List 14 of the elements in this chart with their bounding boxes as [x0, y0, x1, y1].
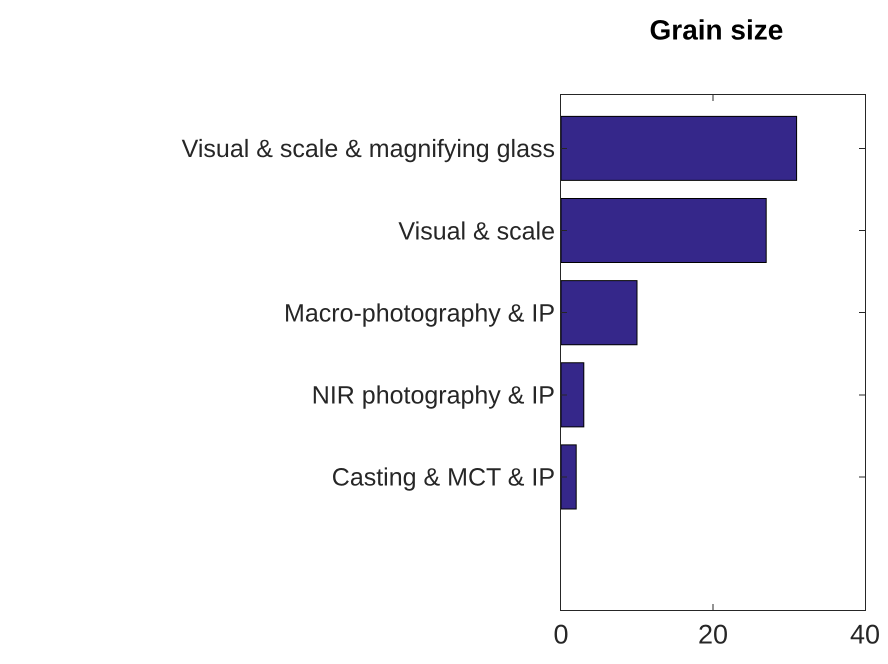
- y-tick-label: Visual & scale & magnifying glass: [182, 135, 555, 164]
- bar: [561, 116, 798, 181]
- y-tick-label: NIR photography & IP: [312, 382, 555, 410]
- chart-title: Grain size: [650, 14, 784, 46]
- y-tick-label: Casting & MCT & IP: [332, 464, 555, 492]
- bar: [561, 198, 767, 264]
- bar: [561, 362, 584, 428]
- x-tick-label: 40: [850, 619, 880, 650]
- x-tick-label: 20: [698, 619, 728, 650]
- bar: [561, 444, 577, 510]
- x-tick-label: 0: [553, 619, 569, 650]
- bar: [561, 280, 638, 346]
- y-tick-label: Macro-photography & IP: [284, 299, 555, 328]
- y-tick-label: Visual & scale: [398, 217, 555, 246]
